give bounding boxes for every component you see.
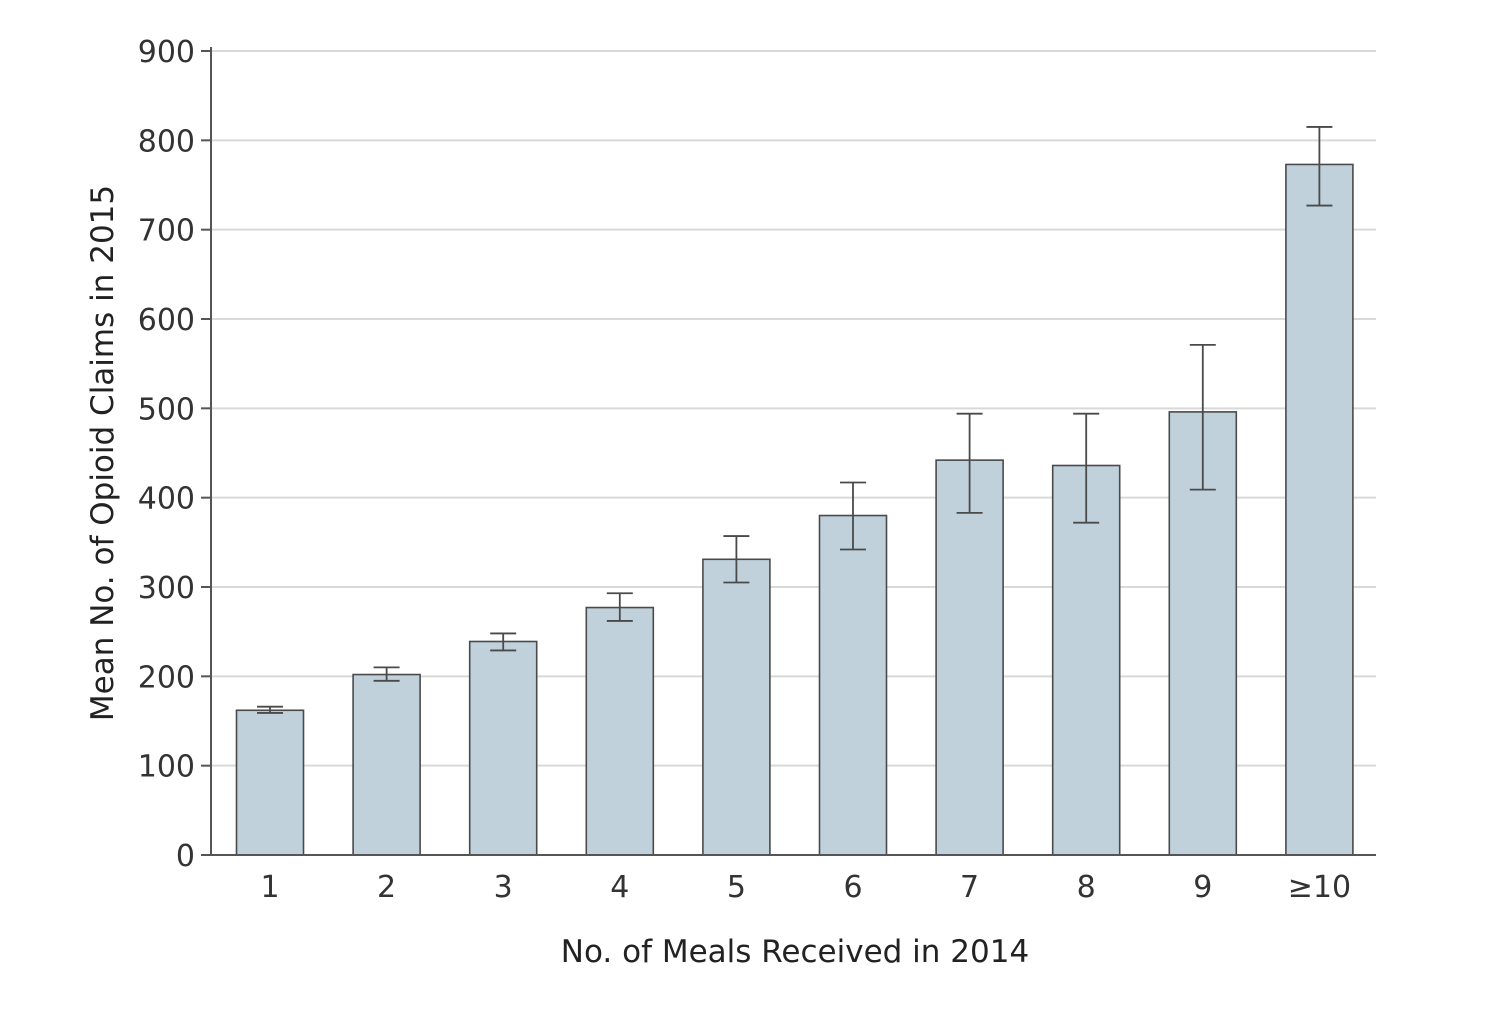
error-bar-1	[257, 705, 283, 714]
y-axis-title: Mean No. of Opioid Claims in 2015	[85, 185, 121, 721]
x-tick-label: ≥10	[1288, 870, 1351, 905]
x-tick-label: 3	[494, 870, 513, 905]
error-bar-4	[606, 592, 633, 622]
bar-7	[935, 459, 1004, 856]
error-bar-3	[490, 632, 517, 652]
x-tick-label: 7	[960, 870, 979, 905]
x-tick-label: 5	[727, 870, 746, 905]
y-tick-label: 100	[138, 750, 195, 785]
y-tick-label: 300	[138, 571, 195, 606]
y-tick-label: 0	[176, 839, 195, 874]
x-tick-label: 6	[843, 870, 862, 905]
x-tick-label: 1	[260, 870, 279, 905]
y-tick-label: 700	[138, 214, 195, 249]
error-bar-5	[723, 535, 750, 584]
y-tick-label: 600	[138, 303, 195, 338]
y-tick-label: 200	[138, 660, 195, 695]
error-bar-6	[840, 481, 866, 551]
error-bar-9	[1189, 344, 1216, 491]
error-bar-2	[373, 666, 400, 682]
x-axis-title: No. of Meals Received in 2014	[561, 934, 1029, 970]
x-tick-label: 8	[1077, 870, 1096, 905]
bars	[235, 163, 1354, 856]
tick-labels: 0 100 200 300 400 500 600 700 800 900 1 2 3 4 5 6 7 8 9 ≥10	[138, 35, 1351, 905]
bar-1	[235, 709, 305, 856]
bar-2	[352, 673, 421, 856]
axes	[201, 47, 1376, 856]
y-tick-label: 500	[138, 392, 195, 427]
error-bars	[257, 126, 1333, 714]
bar-8	[1051, 464, 1121, 856]
x-tick-label: 4	[610, 870, 629, 905]
y-tick-label: 900	[138, 35, 195, 70]
error-bar-7	[956, 412, 983, 514]
y-tick-label: 800	[138, 124, 195, 159]
error-bar-8	[1073, 412, 1100, 524]
error-bar-10	[1306, 126, 1333, 207]
x-tick-label: 2	[377, 870, 396, 905]
bar-6	[818, 514, 888, 856]
x-tick-label: 9	[1193, 870, 1212, 905]
bar-3	[468, 640, 538, 856]
bar-10	[1285, 163, 1354, 856]
bar-4	[585, 606, 655, 856]
y-tick-label: 400	[138, 482, 195, 517]
bar-5	[702, 558, 771, 856]
